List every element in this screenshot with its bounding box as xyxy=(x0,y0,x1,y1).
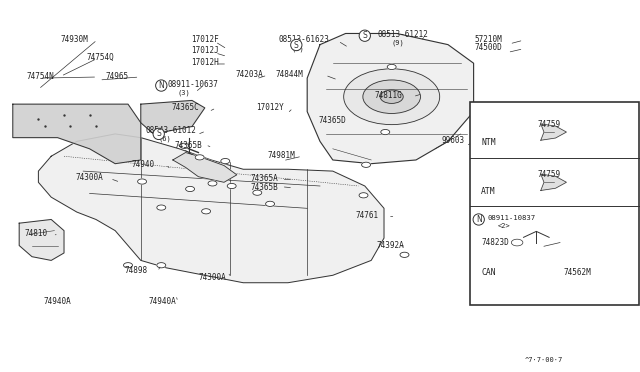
Text: 74562M: 74562M xyxy=(563,268,591,277)
Text: 08543-61012: 08543-61012 xyxy=(146,126,196,135)
Text: 74300A: 74300A xyxy=(76,173,103,182)
Circle shape xyxy=(124,263,132,268)
Circle shape xyxy=(400,252,409,257)
Text: 57210M: 57210M xyxy=(475,35,502,44)
Text: 08911-10637: 08911-10637 xyxy=(168,80,218,89)
Text: N: N xyxy=(476,215,481,224)
Text: 74365A: 74365A xyxy=(251,174,278,183)
Circle shape xyxy=(221,158,230,164)
Circle shape xyxy=(266,201,275,206)
Text: 74940A: 74940A xyxy=(44,297,71,306)
Text: 17012J: 17012J xyxy=(191,46,218,55)
Circle shape xyxy=(202,209,211,214)
Circle shape xyxy=(344,69,440,125)
Text: 74965: 74965 xyxy=(106,72,129,81)
Text: 74811G: 74811G xyxy=(374,92,402,100)
Circle shape xyxy=(157,263,166,268)
Text: S: S xyxy=(156,129,161,138)
Text: N: N xyxy=(159,81,164,90)
Circle shape xyxy=(186,186,195,192)
Circle shape xyxy=(381,129,390,135)
Circle shape xyxy=(180,143,189,148)
Text: <2>: <2> xyxy=(498,223,511,229)
Circle shape xyxy=(208,181,217,186)
FancyBboxPatch shape xyxy=(470,102,639,305)
Text: ATM: ATM xyxy=(481,187,496,196)
Text: 17012F: 17012F xyxy=(191,35,218,44)
Text: 74365C: 74365C xyxy=(172,103,199,112)
Text: 74940: 74940 xyxy=(131,160,154,169)
Polygon shape xyxy=(541,174,566,190)
Circle shape xyxy=(380,90,403,103)
Polygon shape xyxy=(38,134,384,283)
Text: 17012Y: 17012Y xyxy=(256,103,284,112)
Text: ^7·7·00·7: ^7·7·00·7 xyxy=(525,357,563,363)
Circle shape xyxy=(387,64,396,70)
Text: 74898: 74898 xyxy=(125,266,148,275)
Text: S: S xyxy=(362,31,367,40)
Text: 74754Q: 74754Q xyxy=(86,53,114,62)
Text: (6): (6) xyxy=(159,135,172,142)
Text: 74365B: 74365B xyxy=(251,183,278,192)
Text: 74930M: 74930M xyxy=(61,35,88,44)
Text: CAN: CAN xyxy=(481,268,496,277)
Polygon shape xyxy=(19,219,64,260)
Text: 74365B: 74365B xyxy=(174,141,202,150)
Text: 74759: 74759 xyxy=(538,170,561,179)
Polygon shape xyxy=(13,104,141,164)
Text: 99603: 99603 xyxy=(442,136,465,145)
Text: 74759: 74759 xyxy=(538,120,561,129)
Circle shape xyxy=(227,183,236,189)
Text: 74500D: 74500D xyxy=(475,43,502,52)
Text: 74754N: 74754N xyxy=(27,72,54,81)
Circle shape xyxy=(157,205,166,210)
Text: 08911-10837: 08911-10837 xyxy=(488,215,536,221)
Text: (6): (6) xyxy=(291,45,304,52)
Text: 74761: 74761 xyxy=(355,211,378,220)
Text: (3): (3) xyxy=(178,90,191,96)
Circle shape xyxy=(362,162,371,167)
Text: 74300A: 74300A xyxy=(198,273,226,282)
Circle shape xyxy=(359,193,368,198)
Circle shape xyxy=(511,239,523,246)
Polygon shape xyxy=(307,33,474,164)
Polygon shape xyxy=(141,100,205,134)
Text: 74981M: 74981M xyxy=(268,151,295,160)
Text: 74940A: 74940A xyxy=(148,297,176,306)
Text: 74810: 74810 xyxy=(24,229,47,238)
Text: 74844M: 74844M xyxy=(275,70,303,79)
Text: (9): (9) xyxy=(392,39,404,46)
Circle shape xyxy=(253,190,262,195)
Text: S: S xyxy=(294,41,299,49)
Text: 74203A: 74203A xyxy=(236,70,263,79)
Polygon shape xyxy=(541,124,566,140)
Text: 08513-61212: 08513-61212 xyxy=(378,30,428,39)
Circle shape xyxy=(138,179,147,184)
Circle shape xyxy=(363,80,420,113)
Text: 74823D: 74823D xyxy=(481,238,509,247)
Text: NTM: NTM xyxy=(481,138,496,147)
Polygon shape xyxy=(173,153,237,182)
Text: 08513-61623: 08513-61623 xyxy=(278,35,329,44)
Circle shape xyxy=(195,155,204,160)
Text: 74365D: 74365D xyxy=(319,116,346,125)
Text: 74392A: 74392A xyxy=(376,241,404,250)
Text: 17012H: 17012H xyxy=(191,58,218,67)
